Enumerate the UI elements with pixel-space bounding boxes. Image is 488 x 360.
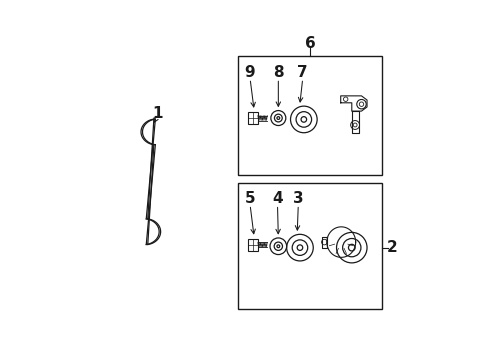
Text: 3: 3 (292, 191, 303, 206)
Text: 5: 5 (244, 191, 255, 206)
Text: 6: 6 (304, 36, 315, 51)
Bar (238, 183, 382, 309)
Text: 2: 2 (386, 240, 397, 255)
Text: 1: 1 (152, 107, 163, 121)
Text: 9: 9 (244, 65, 255, 80)
Bar (238, 56, 382, 175)
Text: 7: 7 (297, 65, 307, 80)
Bar (247, 112, 257, 124)
Text: 8: 8 (272, 65, 283, 80)
Text: 4: 4 (272, 191, 282, 206)
Bar (247, 239, 257, 251)
